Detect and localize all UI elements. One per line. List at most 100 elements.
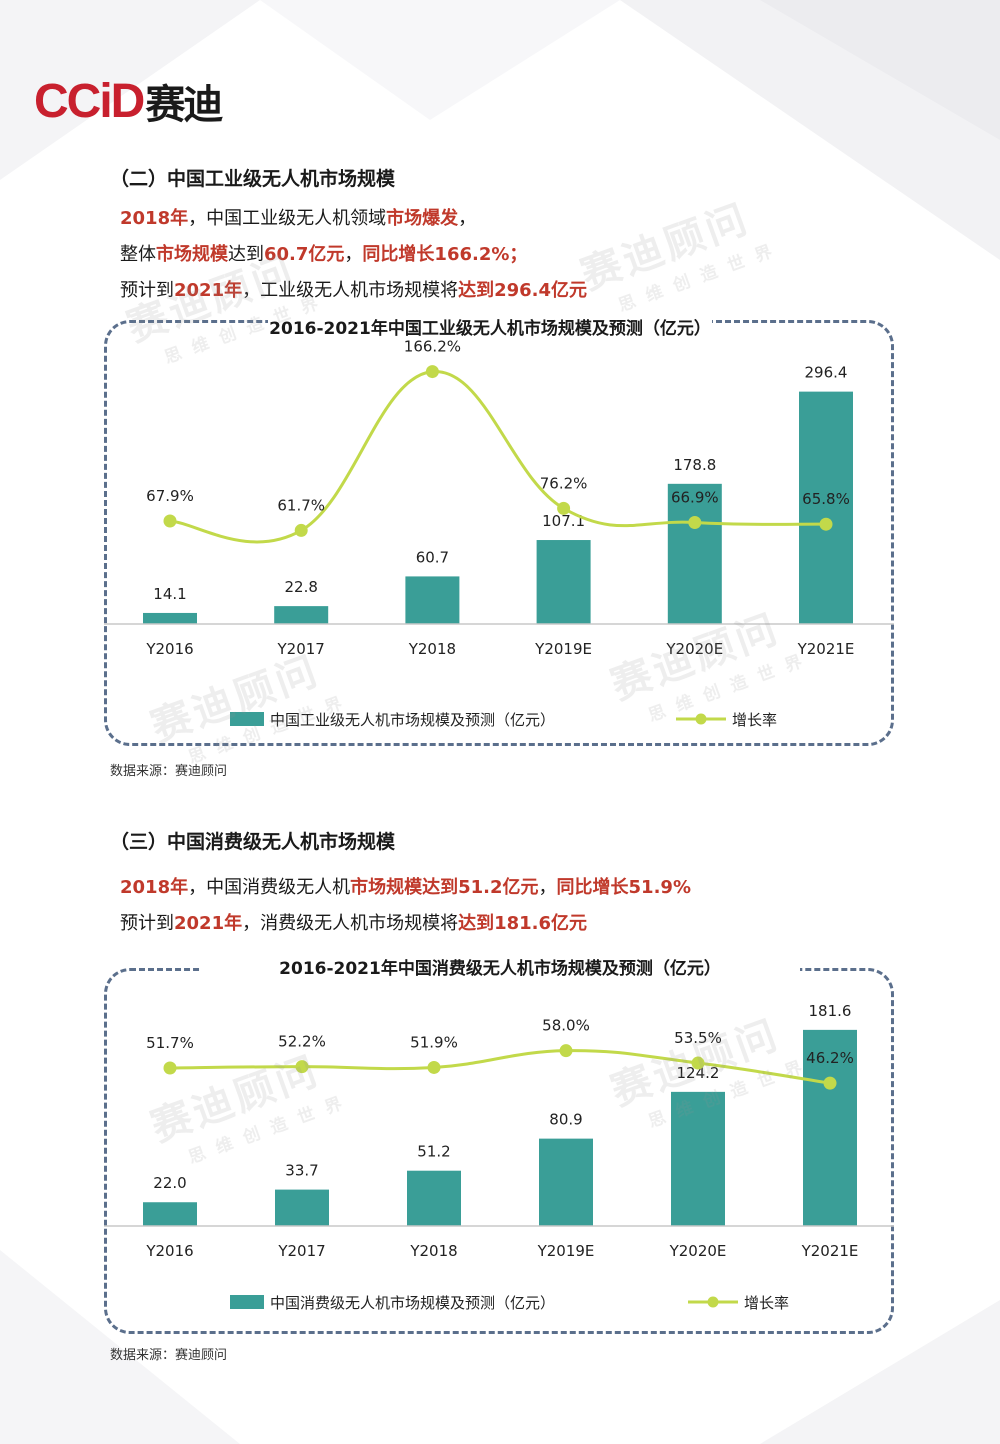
- para-line: 预计到2021年，工业级无人机市场规模将达到296.4亿元: [120, 273, 587, 309]
- bar-value-label: 181.6: [809, 1002, 852, 1020]
- para-line: 整体市场规模达到60.7亿元，同比增长166.2%；: [120, 237, 587, 273]
- bar-value-label: 124.2: [677, 1064, 720, 1082]
- x-tick-label: Y2019E: [537, 1242, 595, 1260]
- bar: [799, 391, 853, 624]
- chart-title-consumer: 2016-2021年中国消费级无人机市场规模及预测（亿元）: [200, 958, 800, 980]
- highlight-text: 2018年: [120, 208, 189, 229]
- section-title-industrial: （二）中国工业级无人机市场规模: [110, 168, 396, 190]
- x-tick-label: Y2021E: [801, 1242, 859, 1260]
- growth-rate-label: 61.7%: [277, 496, 325, 514]
- body-text: ，: [344, 244, 363, 265]
- bar: [539, 1138, 593, 1226]
- growth-rate-label: 166.2%: [404, 338, 461, 356]
- x-tick-label: Y2020E: [669, 1242, 727, 1260]
- para-line: 2018年，中国工业级无人机领域市场爆发，: [120, 201, 587, 237]
- body-text: ，中国工业级无人机领域: [188, 208, 387, 229]
- growth-rate-label: 51.9%: [410, 1033, 458, 1051]
- growth-rate-line: [169, 1049, 831, 1085]
- bar-value-label: 51.2: [417, 1143, 450, 1161]
- growth-rate-label: 52.2%: [278, 1033, 326, 1051]
- growth-rate-label: 67.9%: [146, 487, 194, 505]
- bar: [143, 612, 197, 624]
- highlight-text: 2021年: [174, 280, 243, 301]
- x-tick-label: Y2018: [408, 640, 456, 658]
- section1-paragraph: 2018年，中国工业级无人机领域市场爆发， 整体市场规模达到60.7亿元，同比增…: [120, 201, 587, 309]
- chart-title-industrial: 2016-2021年中国工业级无人机市场规模及预测（亿元）: [268, 318, 712, 340]
- growth-rate-label: 51.7%: [146, 1034, 194, 1052]
- legend-swatch-bar: [230, 1295, 264, 1309]
- legend-label-bar: 中国工业级无人机市场规模及预测（亿元）: [270, 711, 555, 729]
- highlight-text: 达到181.6亿元: [458, 913, 588, 934]
- highlight-text: 同比增长51.9%: [556, 877, 691, 898]
- bar-value-label: 296.4: [805, 364, 848, 382]
- x-tick-label: Y2018: [409, 1242, 457, 1260]
- highlight-text: 2021年: [174, 913, 243, 934]
- body-text: ，: [538, 877, 557, 898]
- data-source-note: 数据来源：赛迪顾问: [110, 764, 228, 779]
- body-text: ，中国消费级无人机: [188, 877, 351, 898]
- bar: [671, 1091, 725, 1226]
- growth-rate-point: [163, 514, 177, 528]
- bar-value-label: 178.8: [673, 456, 716, 474]
- body-text: ，工业级无人机市场规模将: [242, 280, 459, 301]
- bar: [274, 606, 329, 624]
- legend-label-line: 增长率: [744, 1294, 789, 1312]
- growth-rate-label: 65.8%: [802, 490, 850, 508]
- body-text: 预计到: [120, 913, 174, 934]
- growth-rate-point: [688, 516, 702, 530]
- highlight-text: 同比增长166.2%；: [362, 244, 528, 265]
- x-tick-label: Y2017: [277, 1242, 325, 1260]
- legend-swatch-marker: [707, 1296, 719, 1308]
- highlight-text: 达到296.4亿元: [458, 280, 588, 301]
- ccid-logo: CCiD 赛迪: [34, 68, 223, 134]
- para-line: 2018年，中国消费级无人机市场规模达到51.2亿元，同比增长51.9%: [120, 870, 691, 906]
- bar-value-label: 22.8: [284, 578, 317, 596]
- highlight-text: 市场规模: [156, 244, 228, 265]
- x-tick-label: Y2019E: [534, 640, 592, 658]
- growth-rate-label: 53.5%: [674, 1029, 722, 1047]
- bar: [536, 540, 591, 624]
- x-tick-label: Y2020E: [665, 640, 723, 658]
- growth-rate-point: [163, 1061, 177, 1075]
- legend-swatch-bar: [230, 712, 264, 726]
- data-source-note: 数据来源：赛迪顾问: [110, 1348, 228, 1363]
- bar: [407, 1170, 461, 1226]
- bar-value-label: 22.0: [153, 1174, 186, 1192]
- x-tick-label: Y2016: [145, 640, 193, 658]
- legend-label-bar: 中国消费级无人机市场规模及预测（亿元）: [270, 1294, 555, 1312]
- growth-rate-point: [425, 365, 439, 379]
- growth-rate-point: [819, 517, 833, 531]
- bar: [143, 1202, 197, 1226]
- growth-rate-point: [823, 1076, 837, 1090]
- bar-value-label: 14.1: [153, 585, 186, 603]
- para-line: 预计到2021年，消费级无人机市场规模将达到181.6亿元: [120, 906, 691, 942]
- legend-label-line: 增长率: [732, 711, 777, 729]
- growth-rate-line: [169, 370, 827, 544]
- x-tick-label: Y2017: [277, 640, 325, 658]
- highlight-text: 市场爆发: [386, 208, 459, 229]
- bar: [667, 483, 722, 624]
- growth-rate-point: [427, 1060, 441, 1074]
- body-text: 整体: [120, 244, 156, 265]
- section2-paragraph: 2018年，中国消费级无人机市场规模达到51.2亿元，同比增长51.9% 预计到…: [120, 870, 691, 942]
- growth-rate-point: [691, 1056, 705, 1070]
- bar-value-label: 80.9: [549, 1111, 582, 1129]
- growth-rate-point: [559, 1044, 573, 1058]
- logo-text-cn: 赛迪: [145, 82, 223, 128]
- bar-value-label: 33.7: [285, 1162, 318, 1180]
- x-tick-label: Y2016: [145, 1242, 193, 1260]
- growth-rate-point: [557, 501, 571, 515]
- bar-value-label: 60.7: [416, 548, 449, 566]
- body-text: 预计到: [120, 280, 174, 301]
- chart-industrial: 14.1 Y2016 22.8 Y2017 60.7 Y2018 107.1 Y2019E 17…: [104, 338, 894, 729]
- highlight-text: 市场规模达到51.2亿元: [350, 877, 539, 898]
- growth-rate-label: 66.9%: [671, 489, 719, 507]
- highlight-text: 2018年: [120, 877, 189, 898]
- growth-rate-label: 58.0%: [542, 1017, 590, 1035]
- section-title-consumer: （三）中国消费级无人机市场规模: [110, 831, 396, 853]
- legend-swatch-marker: [695, 713, 707, 725]
- growth-rate-label: 76.2%: [540, 474, 588, 492]
- body-text: ，: [458, 208, 477, 229]
- chart-consumer: 22.0 Y2016 33.7 Y2017 51.2 Y2018 80.9 Y2019E 124…: [104, 1002, 894, 1312]
- growth-rate-point: [295, 1060, 309, 1074]
